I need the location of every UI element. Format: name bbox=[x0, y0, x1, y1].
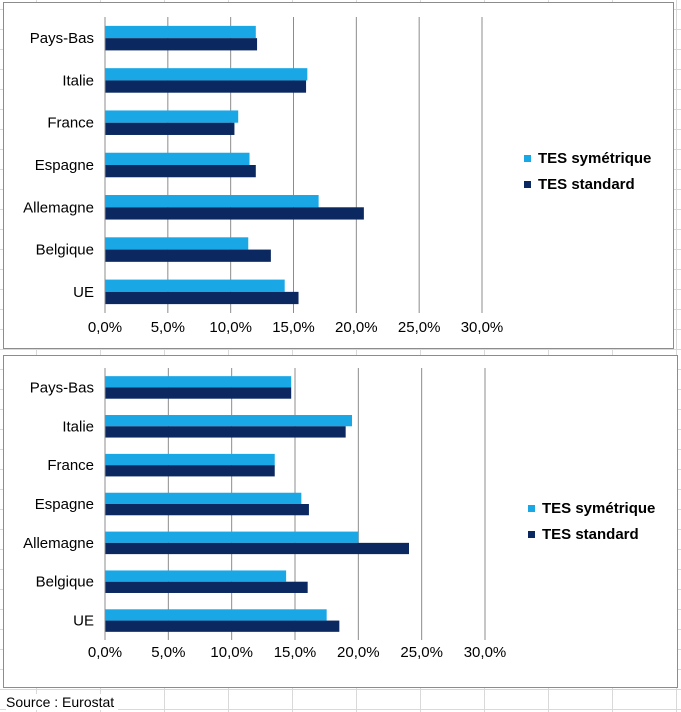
bar bbox=[105, 426, 346, 438]
bar bbox=[105, 376, 292, 388]
category-label: Italie bbox=[62, 72, 94, 89]
bar bbox=[105, 620, 340, 632]
bar bbox=[105, 609, 327, 621]
x-tick-label: 0,0% bbox=[88, 319, 122, 336]
bar bbox=[105, 38, 258, 51]
legend-label: TES standard bbox=[538, 176, 635, 193]
category-label: Belgique bbox=[36, 242, 94, 259]
bar bbox=[105, 415, 352, 427]
bar bbox=[105, 453, 275, 466]
category-label: UE bbox=[73, 613, 94, 630]
bar-chart-2: 0,0% 5,0% 10,0% 15,0% 20,0% 25,0% 30,0% UE Belgi… bbox=[23, 368, 655, 661]
bar bbox=[105, 492, 302, 504]
bar bbox=[105, 279, 285, 292]
legend-label: TES standard bbox=[542, 526, 639, 543]
bar bbox=[105, 165, 256, 178]
x-tick-label: 20,0% bbox=[337, 644, 380, 661]
x-tick-label: 10,0% bbox=[210, 644, 253, 661]
x-tick-label: 10,0% bbox=[209, 319, 252, 336]
chart-panel-1[interactable]: 0,0% 5,0% 10,0% 15,0% 20,0% 25,0% 30,0% UE Belgi… bbox=[3, 2, 674, 349]
bar bbox=[105, 504, 309, 516]
bar bbox=[105, 249, 271, 262]
legend-swatch bbox=[528, 531, 535, 538]
bar bbox=[105, 531, 359, 543]
bar bbox=[105, 80, 307, 93]
x-tick-label: 15,0% bbox=[272, 319, 315, 336]
x-tick-label: 20,0% bbox=[335, 319, 378, 336]
x-tick-label: 25,0% bbox=[398, 319, 441, 336]
x-tick-label: 30,0% bbox=[461, 319, 504, 336]
category-label: France bbox=[47, 457, 94, 474]
bar bbox=[105, 465, 275, 477]
category-label: Allemagne bbox=[23, 199, 94, 216]
bar bbox=[105, 542, 409, 555]
category-label: Espagne bbox=[35, 496, 94, 513]
x-tick-label: 5,0% bbox=[151, 644, 185, 661]
bar bbox=[105, 110, 239, 123]
category-label: Pays-Bas bbox=[30, 379, 94, 396]
bar bbox=[105, 122, 235, 135]
legend-swatch bbox=[524, 155, 531, 162]
bar bbox=[105, 207, 364, 220]
bar-chart-1: 0,0% 5,0% 10,0% 15,0% 20,0% 25,0% 30,0% UE Belgi… bbox=[23, 17, 651, 336]
category-label: Belgique bbox=[36, 574, 94, 591]
x-tick-label: 25,0% bbox=[400, 644, 443, 661]
bar bbox=[105, 152, 250, 165]
x-tick-label: 0,0% bbox=[88, 644, 122, 661]
bar bbox=[105, 291, 299, 305]
category-label: Espagne bbox=[35, 157, 94, 174]
x-tick-label: 30,0% bbox=[464, 644, 507, 661]
bar bbox=[105, 195, 319, 208]
category-label: Italie bbox=[62, 418, 94, 435]
x-tick-label: 15,0% bbox=[274, 644, 317, 661]
legend-label: TES symétrique bbox=[542, 500, 655, 517]
bar bbox=[105, 581, 308, 593]
legend-swatch bbox=[524, 181, 531, 188]
legend-swatch bbox=[528, 505, 535, 512]
bar bbox=[105, 387, 292, 399]
legend-label: TES symétrique bbox=[538, 150, 651, 167]
bar bbox=[105, 25, 256, 39]
category-label: Pays-Bas bbox=[30, 30, 94, 47]
chart-panel-2[interactable]: 0,0% 5,0% 10,0% 15,0% 20,0% 25,0% 30,0% UE Belgi… bbox=[3, 355, 678, 688]
category-label: UE bbox=[73, 284, 94, 301]
x-tick-label: 5,0% bbox=[151, 319, 185, 336]
category-label: Allemagne bbox=[23, 535, 94, 552]
category-label: France bbox=[47, 115, 94, 132]
bar bbox=[105, 570, 287, 582]
bar bbox=[105, 68, 308, 81]
bar bbox=[105, 237, 249, 250]
source-note: Source : Eurostat bbox=[6, 694, 119, 710]
